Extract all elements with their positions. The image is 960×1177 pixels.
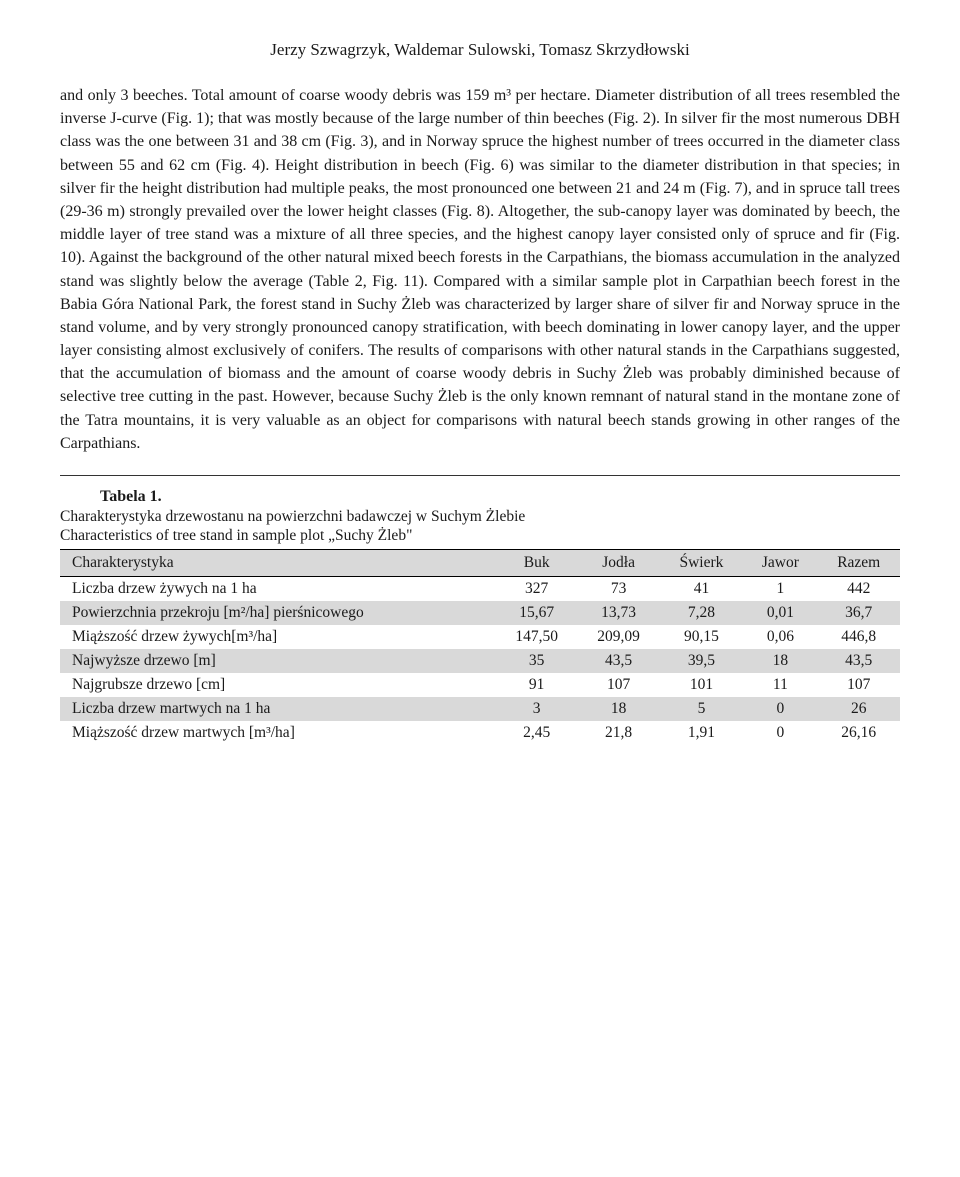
cell-value: 43,5 (578, 649, 660, 673)
row-label: Miąższość drzew żywych[m³/ha] (60, 625, 496, 649)
body-paragraph: and only 3 beeches. Total amount of coar… (60, 84, 900, 455)
cell-value: 1 (743, 577, 817, 602)
cell-value: 73 (578, 577, 660, 602)
table-header-row: Charakterystyka Buk Jodła Świerk Jawor R… (60, 550, 900, 577)
cell-value: 13,73 (578, 601, 660, 625)
table-row: Najgrubsze drzewo [cm]9110710111107 (60, 673, 900, 697)
cell-value: 446,8 (817, 625, 900, 649)
cell-value: 39,5 (660, 649, 744, 673)
cell-value: 442 (817, 577, 900, 602)
table-row: Najwyższe drzewo [m]3543,539,51843,5 (60, 649, 900, 673)
cell-value: 0 (743, 697, 817, 721)
table-caption-pl: Charakterystyka drzewostanu na powierzch… (60, 508, 900, 526)
cell-value: 107 (578, 673, 660, 697)
cell-value: 147,50 (496, 625, 578, 649)
table-row: Miąższość drzew żywych[m³/ha]147,50209,0… (60, 625, 900, 649)
row-label: Najwyższe drzewo [m] (60, 649, 496, 673)
row-label: Powierzchnia przekroju [m²/ha] pierśnico… (60, 601, 496, 625)
cell-value: 26 (817, 697, 900, 721)
cell-value: 18 (578, 697, 660, 721)
col-header: Jawor (743, 550, 817, 577)
cell-value: 0 (743, 721, 817, 745)
table-row: Liczba drzew żywych na 1 ha32773411442 (60, 577, 900, 602)
cell-value: 2,45 (496, 721, 578, 745)
cell-value: 327 (496, 577, 578, 602)
cell-value: 0,01 (743, 601, 817, 625)
col-header: Jodła (578, 550, 660, 577)
cell-value: 41 (660, 577, 744, 602)
cell-value: 7,28 (660, 601, 744, 625)
cell-value: 0,06 (743, 625, 817, 649)
row-label: Miąższość drzew martwych [m³/ha] (60, 721, 496, 745)
cell-value: 101 (660, 673, 744, 697)
col-header: Charakterystyka (60, 550, 496, 577)
cell-value: 107 (817, 673, 900, 697)
row-label: Najgrubsze drzewo [cm] (60, 673, 496, 697)
cell-value: 209,09 (578, 625, 660, 649)
table-label: Tabela 1. (100, 488, 900, 506)
cell-value: 91 (496, 673, 578, 697)
cell-value: 18 (743, 649, 817, 673)
cell-value: 1,91 (660, 721, 744, 745)
cell-value: 26,16 (817, 721, 900, 745)
cell-value: 35 (496, 649, 578, 673)
cell-value: 11 (743, 673, 817, 697)
cell-value: 36,7 (817, 601, 900, 625)
cell-value: 21,8 (578, 721, 660, 745)
col-header: Świerk (660, 550, 744, 577)
row-label: Liczba drzew martwych na 1 ha (60, 697, 496, 721)
cell-value: 43,5 (817, 649, 900, 673)
col-header: Buk (496, 550, 578, 577)
table-row: Liczba drzew martwych na 1 ha3185026 (60, 697, 900, 721)
cell-value: 15,67 (496, 601, 578, 625)
data-table: Charakterystyka Buk Jodła Świerk Jawor R… (60, 549, 900, 745)
separator-rule (60, 475, 900, 476)
cell-value: 3 (496, 697, 578, 721)
table-caption-en: Characteristics of tree stand in sample … (60, 527, 900, 545)
cell-value: 5 (660, 697, 744, 721)
row-label: Liczba drzew żywych na 1 ha (60, 577, 496, 602)
cell-value: 90,15 (660, 625, 744, 649)
authors-line: Jerzy Szwagrzyk, Waldemar Sulowski, Toma… (60, 40, 900, 60)
col-header: Razem (817, 550, 900, 577)
table-row: Powierzchnia przekroju [m²/ha] pierśnico… (60, 601, 900, 625)
table-row: Miąższość drzew martwych [m³/ha]2,4521,8… (60, 721, 900, 745)
